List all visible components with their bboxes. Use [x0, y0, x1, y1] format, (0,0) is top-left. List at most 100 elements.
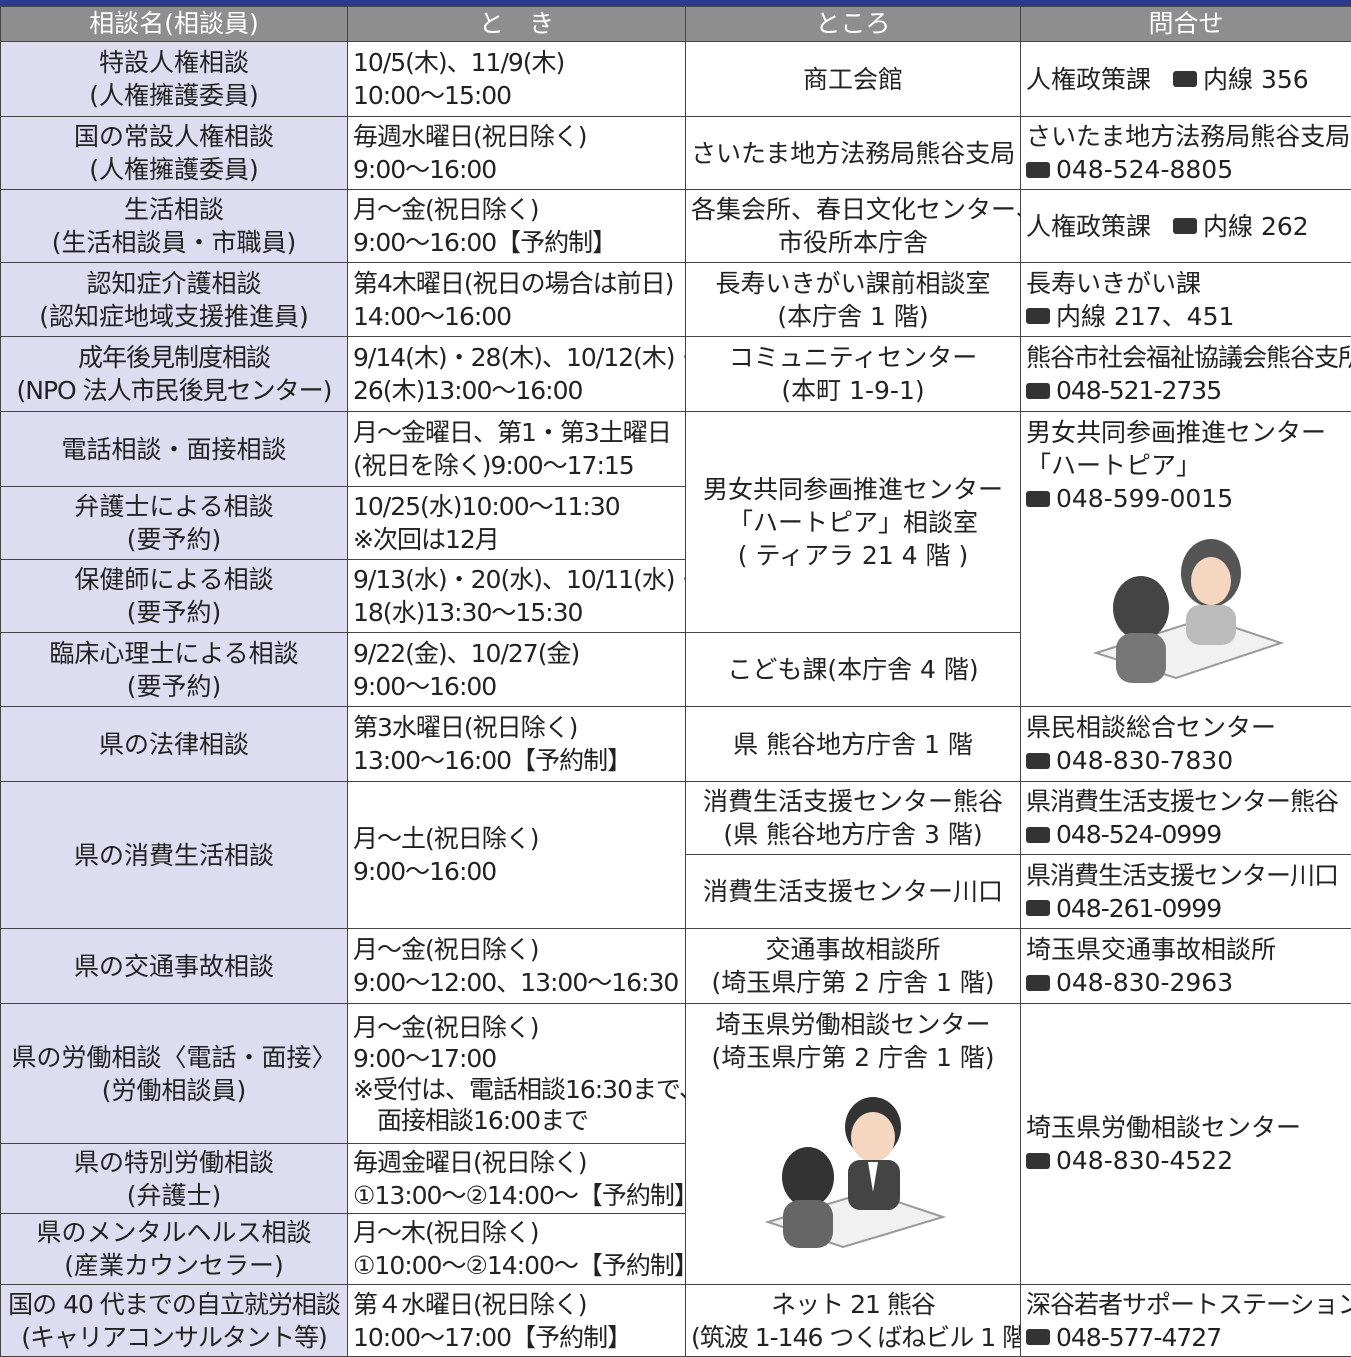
contact: さいたま地方法務局熊谷支局 048-524-8805 [1020, 116, 1351, 190]
place: 消費生活支援センター川口 [685, 854, 1021, 929]
tel: 内線 262 [1203, 211, 1309, 241]
org: 人権政策課 [1026, 211, 1152, 241]
illustration [1092, 539, 1285, 683]
tel: 048-524-8805 [1056, 155, 1234, 184]
contact: 埼玉県交通事故相談所 048-830-2963 [1020, 928, 1351, 1004]
org: 深谷若者サポートステーション [1026, 1289, 1351, 1319]
row: 保健師による相談 (要予約) 9/13(水)・20(水)、10/11(水)・ 1… [0, 559, 1351, 633]
org: 埼玉県交通事故相談所 [1026, 935, 1277, 964]
place: 埼玉県労働相談センター (埼玉県庁第 2 庁舎 1 階) [685, 1003, 1021, 1285]
contact: 熊谷市社会福祉協議会熊谷支所 048-521-2735 [1020, 336, 1351, 412]
consultation-table: 相談名(相談員) と き ところ 問合せ 特設人権相談 (人権擁護委員) 10/… [0, 6, 1351, 1357]
tel-icon [1026, 490, 1050, 507]
tel-icon [1026, 900, 1050, 916]
name: 認知症介護相談 (認知症地域支援推進員) [0, 262, 348, 337]
tel: 048-830-7830 [1056, 746, 1234, 775]
name: 県の労働相談〈電話・面接〉 (労働相談員) [0, 1003, 348, 1144]
header-row: 相談名(相談員) と き ところ 問合せ [0, 6, 1351, 42]
time: 第3水曜日(祝日除く) 13:00～16:00【予約制】 [347, 706, 686, 782]
header-cell: 問合せ [1020, 6, 1351, 42]
tel: 048-830-4522 [1056, 1146, 1234, 1175]
row: 成年後見制度相談 (NPO 法人市民後見センター) 9/14(木)・28(木)、… [0, 336, 1351, 412]
tel-icon [1026, 752, 1050, 769]
org: 人権政策課 [1026, 64, 1152, 94]
tel-icon [1026, 161, 1050, 178]
name: 県のメンタルヘルス相談 (産業カウンセラー) [0, 1213, 348, 1285]
tel-icon [1026, 1329, 1050, 1345]
row: 県の交通事故相談 月～金(祝日除く) 9:00～12:00、13:00～16:3… [0, 928, 1351, 1004]
contact: 県消費生活支援センター川口 048-261-0999 [1020, 854, 1351, 929]
row: 県の特別労働相談 (弁護士) 毎週金曜日(祝日除く) ①13:00～②14:00… [0, 1143, 1351, 1214]
row: 消費生活支援センター川口 県消費生活支援センター川口 048-261-0999 [1, 854, 1351, 929]
row: 国の常設人権相談 (人権擁護委員) 毎週水曜日(祝日除く) 9:00～16:00… [0, 116, 1351, 190]
time: 月～木(祝日除く) ①10:00～②14:00～【予約制】 [347, 1213, 686, 1285]
tel: 048-830-2963 [1056, 968, 1234, 997]
name: 臨床心理士による相談 (要予約) [0, 632, 348, 707]
name: 生活相談 (生活相談員・市職員) [0, 189, 348, 263]
org: 県民相談総合センター [1026, 713, 1277, 742]
row: 臨床心理士による相談 (要予約) 9/22(金)、10/27(金) 9:00～1… [0, 632, 1351, 707]
name: 県の交通事故相談 [0, 928, 348, 1004]
time: 9/14(木)・28(木)、10/12(木)・ 26(木)13:00～16:00 [347, 336, 686, 412]
org: 男女共同参画推進センター 「ハートピア」 [1026, 418, 1327, 480]
name: 電話相談・面接相談 [0, 411, 348, 487]
row: 国の 40 代までの自立就労相談 (キャリアコンサルタント等) 第４水曜日(祝日… [0, 1284, 1351, 1357]
tel-icon [1173, 218, 1198, 234]
org: 長寿いきがい課 [1026, 268, 1202, 298]
place: こども課(本庁舎 4 階) [685, 632, 1021, 707]
row: 認知症介護相談 (認知症地域支援推進員) 第4木曜日(祝日の場合は前日) 14:… [0, 262, 1351, 337]
place: ネット 21 熊谷 (筑波 1-146 つくばねビル 1 階) [685, 1284, 1021, 1357]
contact: 人権政策課 内線 356 [1020, 41, 1351, 117]
tel: 内線 217、451 [1056, 301, 1235, 331]
contact: 深谷若者サポートステーション 048-577-4727 [1020, 1284, 1351, 1357]
name: 弁護士による相談 (要予約) [0, 486, 348, 560]
org: 熊谷市社会福祉協議会熊谷支所 [1026, 343, 1351, 372]
tel-icon [1026, 308, 1050, 324]
time: 月～金曜日、第1・第3土曜日 (祝日を除く)9:00～17:15 [347, 411, 686, 487]
name: 県の法律相談 [0, 706, 348, 782]
name: 国の常設人権相談 (人権擁護委員) [0, 116, 348, 190]
name: 県の消費生活相談 [0, 781, 348, 929]
place: 県 熊谷地方庁舎 1 階 [685, 706, 1021, 782]
place-text: 埼玉県労働相談センター (埼玉県庁第 2 庁舎 1 階) [711, 1010, 995, 1072]
tel: 048-599-0015 [1056, 484, 1234, 513]
row: 生活相談 (生活相談員・市職員) 月～金(祝日除く) 9:00～16:00【予約… [0, 189, 1351, 263]
place: さいたま地方法務局熊谷支局 [685, 116, 1021, 190]
place: コミュニティセンター (本町 1-9-1) [685, 336, 1021, 412]
name: 保健師による相談 (要予約) [0, 559, 348, 633]
row: 弁護士による相談 (要予約) 10/25(水)10:00～11:30 ※次回は1… [0, 486, 1351, 560]
time: 10/5(木)、11/9(木) 10:00～15:00 [347, 41, 686, 117]
tel-icon [1026, 974, 1050, 991]
contact: 男女共同参画推進センター 「ハートピア」 048-599-0015 [1020, 411, 1351, 707]
name: 国の 40 代までの自立就労相談 (キャリアコンサルタント等) [0, 1284, 348, 1357]
contact: 人権政策課 内線 262 [1020, 189, 1351, 263]
top-rule [0, 0, 1351, 6]
org: 埼玉県労働相談センター [1026, 1113, 1302, 1142]
time: 月～金(祝日除く) 9:00～16:00【予約制】 [347, 189, 686, 263]
tel-icon [1026, 382, 1050, 399]
contact: 埼玉県労働相談センター 048-830-4522 [1020, 1003, 1351, 1285]
time: 第４水曜日(祝日除く) 10:00～17:00【予約制】 [347, 1284, 686, 1357]
contact: 県民相談総合センター 048-830-7830 [1020, 706, 1351, 782]
row: 県の消費生活相談 月～土(祝日除く) 9:00～16:00 消費生活支援センター… [0, 781, 1351, 929]
tel-icon [1026, 1152, 1050, 1169]
row: 電話相談・面接相談 月～金曜日、第1・第3土曜日 (祝日を除く)9:00～17:… [0, 411, 1351, 707]
tel: 048-524-0999 [1056, 820, 1222, 849]
row: 県の法律相談 第3水曜日(祝日除く) 13:00～16:00【予約制】 県 熊谷… [0, 706, 1351, 782]
time: 第4木曜日(祝日の場合は前日) 14:00～16:00 [347, 262, 686, 337]
org: さいたま地方法務局熊谷支局 [1026, 122, 1351, 151]
header-cell: ところ [685, 6, 1021, 42]
row: 県のメンタルヘルス相談 (産業カウンセラー) 月～木(祝日除く) ①10:00～… [0, 1213, 1351, 1285]
org: 県消費生活支援センター川口 [1026, 860, 1339, 890]
place: 消費生活支援センター熊谷 (県 熊谷地方庁舎 3 階) [685, 781, 1021, 855]
time: 9/13(水)・20(水)、10/11(水)・ 18(水)13:30～15:30 [347, 559, 686, 633]
tel-icon [1026, 826, 1050, 843]
contact: 県消費生活支援センター熊谷 048-524-0999 [1020, 781, 1351, 855]
time: 毎週水曜日(祝日除く) 9:00～16:00 [347, 116, 686, 190]
row: 特設人権相談 (人権擁護委員) 10/5(木)、11/9(木) 10:00～15… [0, 41, 1351, 117]
place: 各集会所、春日文化センター、 市役所本庁舎 [685, 189, 1021, 263]
tel-icon [1173, 71, 1198, 87]
place: 長寿いきがい課前相談室 (本庁舎 1 階) [685, 262, 1021, 337]
org: 県消費生活支援センター熊谷 [1026, 787, 1339, 816]
